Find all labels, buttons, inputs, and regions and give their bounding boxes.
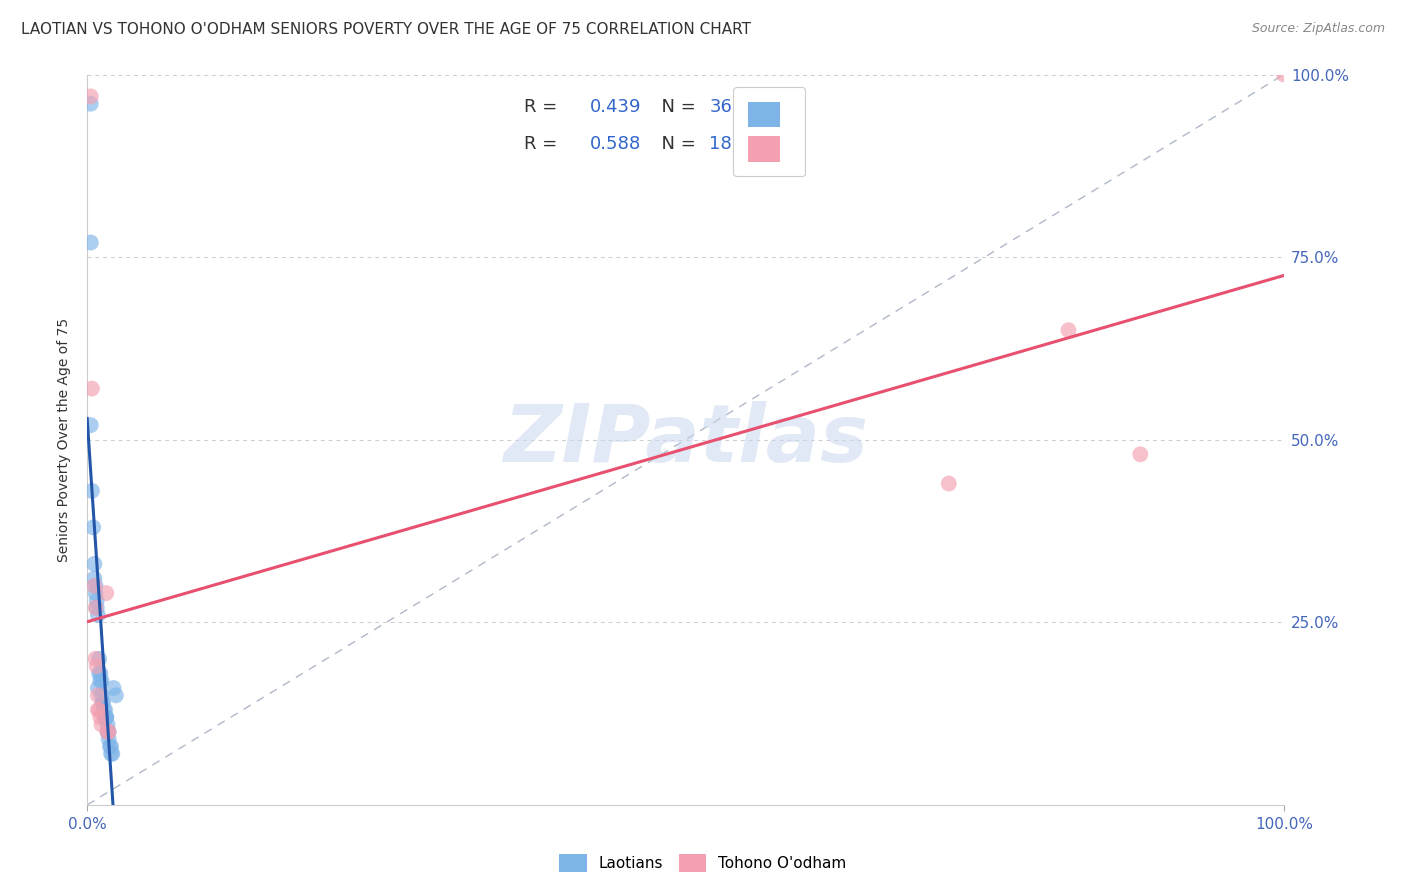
Text: R =: R = [524,98,562,116]
Point [84,579,107,593]
Point [84,652,107,666]
Point [89,710,111,724]
Point [94,703,117,717]
Point [91,696,114,710]
Point [1129,447,1152,461]
Point [86,600,108,615]
Point [83,579,105,593]
Point [84,586,107,600]
Text: 18: 18 [710,135,733,153]
Point [90,717,112,731]
Point [91,696,114,710]
Legend: , : , [733,87,806,177]
Point [1272,68,1295,82]
Point [89,673,111,688]
Y-axis label: Seniors Poverty Over the Age of 75: Seniors Poverty Over the Age of 75 [58,318,72,562]
Point [938,476,960,491]
Point [98,739,121,754]
Legend: Laotians, Tohono O'odham: Laotians, Tohono O'odham [551,846,855,880]
Point [90,689,112,703]
Point [87,703,110,717]
Point [96,724,118,739]
Point [87,666,110,681]
Point [90,673,112,688]
Point [82,520,104,534]
Point [87,652,110,666]
Point [96,710,118,724]
Point [86,659,108,673]
Point [94,710,117,724]
Text: R =: R = [524,135,562,153]
Text: 0.439: 0.439 [589,98,641,116]
Text: 36: 36 [710,98,733,116]
Point [97,732,120,747]
Point [86,593,108,607]
Point [101,747,124,761]
Point [1057,323,1080,337]
Text: ZIPatlas: ZIPatlas [503,401,868,479]
Point [84,600,107,615]
Point [93,703,115,717]
Point [100,739,122,754]
Text: Source: ZipAtlas.com: Source: ZipAtlas.com [1251,22,1385,36]
Text: 0.588: 0.588 [589,135,641,153]
Point [87,607,110,622]
Point [80,235,103,250]
Point [80,382,103,396]
Point [83,572,105,586]
Point [87,689,110,703]
Text: N =: N = [650,98,702,116]
Point [97,724,120,739]
Point [80,96,103,111]
Text: LAOTIAN VS TOHONO O'ODHAM SENIORS POVERTY OVER THE AGE OF 75 CORRELATION CHART: LAOTIAN VS TOHONO O'ODHAM SENIORS POVERT… [21,22,751,37]
Point [80,418,103,433]
Point [89,666,111,681]
Point [96,717,118,731]
Point [96,710,118,724]
Point [96,586,118,600]
Point [104,689,127,703]
Point [87,681,110,695]
Point [103,681,125,695]
Point [96,724,118,739]
Point [80,483,103,498]
Point [83,557,105,571]
Point [80,89,103,103]
Point [100,747,122,761]
Point [97,724,120,739]
Point [87,703,110,717]
Text: N =: N = [650,135,702,153]
